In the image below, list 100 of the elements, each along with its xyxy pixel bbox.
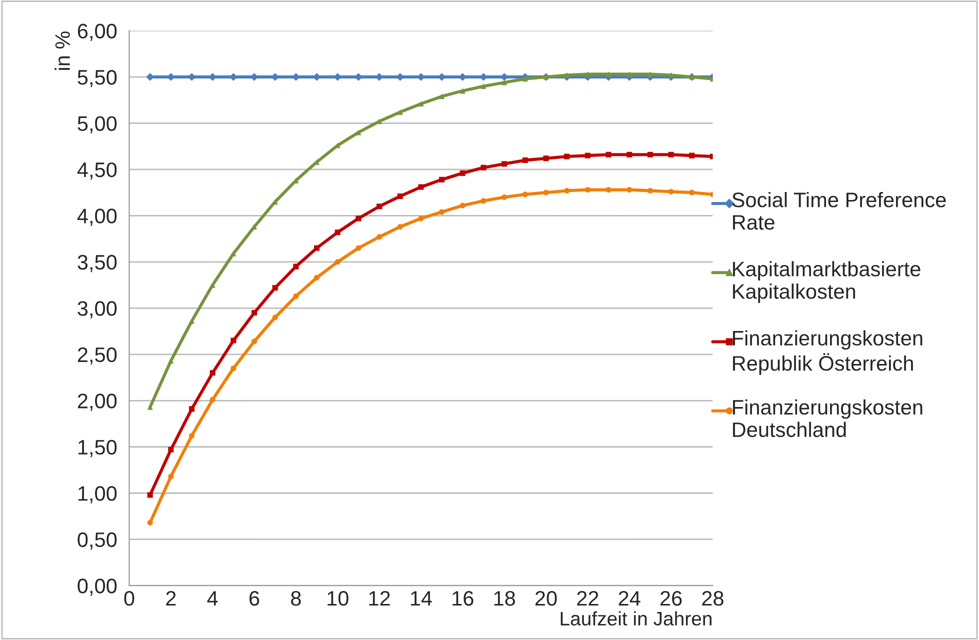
- point: [439, 209, 445, 215]
- point: [314, 274, 320, 280]
- x-tick-label: 16: [452, 591, 474, 606]
- point: [689, 190, 695, 196]
- point: [230, 338, 236, 344]
- point: [418, 101, 424, 107]
- point: [647, 152, 653, 158]
- legend-label: Finanzierungskosten Deutschland: [733, 399, 922, 438]
- point: [397, 193, 403, 200]
- y-axis-title: in %: [54, 31, 70, 70]
- x-tick-label: 28: [702, 591, 724, 606]
- y-tick-label: 4,50: [77, 162, 117, 180]
- point: [418, 184, 424, 190]
- point: [647, 188, 653, 194]
- point: [626, 152, 632, 158]
- point: [147, 492, 153, 498]
- point: [522, 192, 528, 198]
- point: [230, 365, 236, 372]
- point: [168, 474, 174, 480]
- point: [356, 245, 362, 251]
- point: [147, 520, 153, 526]
- point: [334, 230, 340, 236]
- point: [293, 293, 299, 299]
- x-tick-label: 12: [369, 591, 390, 606]
- point: [397, 224, 403, 230]
- point: [210, 396, 216, 402]
- point: [689, 152, 695, 158]
- point: [168, 446, 174, 452]
- point: [606, 152, 612, 158]
- x-tick-label: 10: [328, 591, 348, 606]
- y-tick-label: 6,00: [78, 24, 117, 41]
- point: [584, 152, 590, 158]
- point: [502, 80, 508, 86]
- point: [584, 187, 590, 193]
- point: [480, 164, 486, 170]
- x-tick-label: 2: [166, 591, 176, 606]
- point: [522, 157, 528, 163]
- point: [626, 71, 632, 77]
- point: [397, 109, 403, 115]
- point: [543, 190, 549, 196]
- y-tick-label: 2,00: [78, 394, 117, 411]
- point: [418, 216, 424, 222]
- point: [543, 156, 549, 162]
- point: [356, 216, 362, 222]
- point: [439, 94, 445, 100]
- x-tick-label: 24: [618, 591, 640, 606]
- point: [460, 202, 466, 208]
- point: [668, 188, 674, 194]
- y-tick-label: 1,00: [78, 486, 117, 504]
- x-tick-label: 18: [494, 591, 516, 606]
- y-tick-label: 2,50: [78, 347, 117, 365]
- point: [564, 72, 570, 78]
- point: [606, 71, 612, 77]
- y-tick-label: 3,00: [78, 301, 117, 318]
- point: [376, 204, 382, 210]
- point: [293, 264, 299, 270]
- y-tick-label: 5,50: [78, 70, 117, 88]
- x-tick-label: 8: [291, 591, 301, 606]
- point: [460, 170, 466, 176]
- point: [251, 338, 258, 344]
- legend-label: Finanzierungskosten Republik Österreich: [733, 330, 922, 375]
- point: [376, 234, 382, 240]
- y-tick-label: 3,50: [78, 254, 117, 272]
- x-tick-label: 22: [577, 591, 598, 606]
- x-tick-label: 26: [660, 591, 682, 606]
- x-tick-label: 4: [207, 591, 218, 606]
- point: [564, 188, 570, 194]
- legend-label: Social Time Preference Rate: [732, 192, 946, 230]
- x-tick-label: 14: [410, 591, 432, 606]
- point: [647, 71, 653, 77]
- point: [626, 187, 632, 193]
- legend-label: Kapitalmarktbasierte Kapitalkosten: [733, 261, 920, 303]
- point: [188, 406, 195, 412]
- point: [606, 187, 612, 193]
- y-tick-label: 4,00: [77, 208, 117, 226]
- point: [668, 72, 674, 78]
- point: [210, 370, 216, 376]
- point: [439, 176, 445, 182]
- point: [314, 245, 320, 251]
- point: [480, 198, 486, 204]
- point: [334, 259, 340, 265]
- y-tick-label: 0,50: [78, 532, 117, 550]
- point: [668, 152, 674, 158]
- point: [188, 433, 195, 439]
- y-tick-label: 5,00: [78, 116, 117, 134]
- point: [376, 118, 382, 124]
- point: [251, 310, 258, 316]
- point: [502, 194, 508, 200]
- point: [272, 314, 278, 320]
- point: [564, 154, 570, 160]
- point: [502, 161, 508, 167]
- y-tick-label: 0,00: [78, 578, 117, 596]
- point: [480, 83, 486, 89]
- y-tick-label: 1,50: [78, 440, 117, 458]
- x-tick-label: 0: [124, 591, 134, 606]
- point: [272, 285, 278, 291]
- x-axis-title: Laufzeit in Jahren: [560, 611, 712, 626]
- point: [584, 71, 590, 77]
- point: [522, 76, 528, 82]
- x-tick-label: 6: [250, 591, 260, 606]
